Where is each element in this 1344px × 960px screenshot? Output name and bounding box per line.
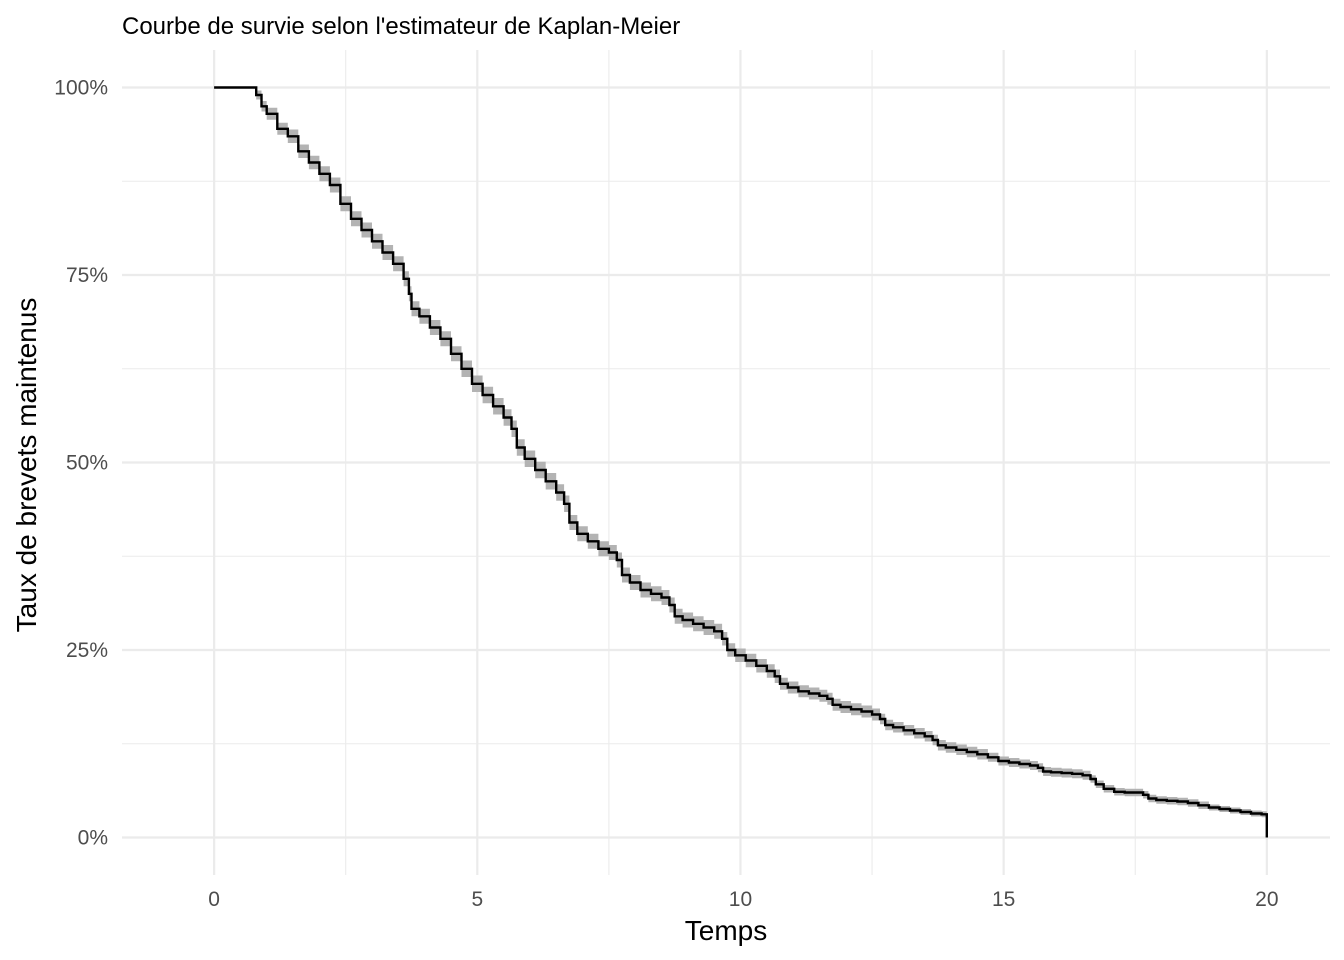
x-axis-title: Temps (685, 915, 767, 946)
y-tick-label: 25% (66, 639, 108, 662)
x-tick-label: 5 (471, 888, 483, 911)
x-tick-label: 20 (1255, 888, 1278, 911)
survival-line-layer (214, 86, 1269, 838)
x-axis-ticks: 0 5 10 15 20 (208, 888, 1278, 911)
y-axis-ticks: 0% 25% 50% 75% 100% (54, 77, 108, 850)
x-tick-label: 15 (992, 888, 1015, 911)
y-tick-label: 100% (54, 77, 108, 100)
survival-curve (214, 86, 1269, 838)
grid (122, 50, 1330, 875)
y-tick-label: 0% (78, 827, 108, 850)
x-tick-label: 0 (208, 888, 220, 911)
y-tick-label: 75% (66, 264, 108, 287)
y-tick-label: 50% (66, 452, 108, 475)
y-axis-title: Taux de brevets maintenus (11, 298, 42, 633)
x-tick-label: 10 (729, 888, 752, 911)
chart-title: Courbe de survie selon l'estimateur de K… (122, 13, 680, 40)
